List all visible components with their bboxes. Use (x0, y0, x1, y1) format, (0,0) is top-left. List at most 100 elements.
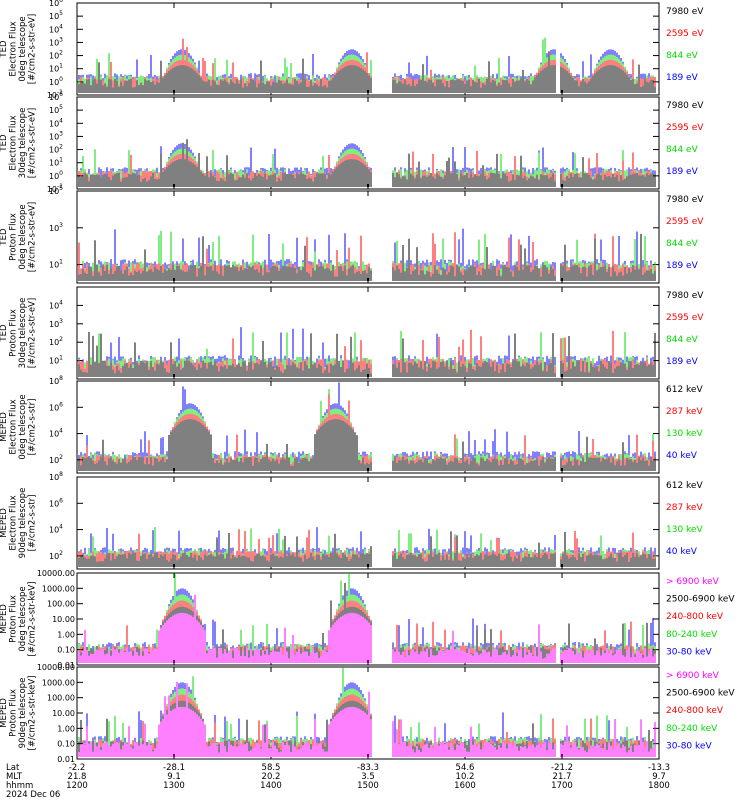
y-tick-exponent: 4 (59, 524, 63, 531)
y-axis-label: MEPED Electron Flux 0deg telescope [#/cm2-s… (0, 394, 38, 459)
y-tick-label: 101 (49, 157, 63, 168)
y-tick-exponent: 5 (59, 185, 63, 192)
y-tick-label: 1.00 (57, 630, 75, 639)
y-tick-label: 106 (49, 401, 63, 412)
footer-row-label: 2024 Dec 06 (6, 790, 60, 800)
series-trace (78, 51, 656, 93)
footer-mlt: 21.8 (68, 772, 87, 782)
y-axis-label-line: Electron Flux (9, 399, 19, 454)
legend-entry: 2595 eV (666, 29, 704, 39)
footer-hhmm: 1300 (163, 781, 185, 791)
panel-ted_proton_0deg: 101 103 105 TED Proton Flux 0deg telescope [#/… (0, 185, 704, 284)
legend-entry: 30-80 keV (666, 647, 712, 657)
legend-entry: 189 eV (666, 261, 699, 271)
y-tick-label: 106 (49, 0, 63, 8)
footer-mlt: 3.5 (361, 772, 375, 782)
legend-entry: 287 keV (666, 503, 703, 513)
y-tick-exponent: 0 (59, 76, 63, 83)
panel-frame (76, 476, 660, 570)
legend-entry: > 6900 keV (666, 671, 720, 681)
y-tick-label: 0.01 (57, 661, 75, 670)
series-trace (78, 594, 656, 663)
footer-lat: -2.2 (69, 763, 86, 773)
legend-entry: 7980 eV (666, 7, 704, 17)
y-tick-label: 10.00 (52, 615, 75, 624)
legend-entry: 40 keV (666, 451, 698, 461)
footer-lat: -28.1 (163, 763, 185, 773)
y-tick-exponent: 6 (59, 497, 63, 504)
y-tick-label: 10000.00 (37, 663, 75, 672)
y-tick-label: 105 (49, 10, 63, 21)
y-axis-label-line: 0deg telescope (18, 586, 28, 651)
y-axis-label-line: Electron Flux (9, 115, 19, 170)
y-axis-label: MEPED Proton Flux 90deg telescope [#/cm2-s-… (0, 676, 38, 751)
y-axis-label-line: 0deg telescope (18, 204, 28, 269)
y-axis-label-line: [#/cm2-s-str] (28, 399, 38, 456)
y-tick-label: 10-1 (47, 183, 63, 194)
panel-meped_electron_0deg: 102 104 106 108 MEPED Electron Flux 0deg teles… (0, 375, 703, 474)
y-tick-label: 1.00 (57, 724, 75, 733)
y-axis-label-line: MEPED (0, 508, 9, 538)
panel-frame (76, 572, 660, 666)
series-trace (78, 331, 656, 377)
y-axis-label-line: 0deg telescope (18, 16, 28, 81)
legend-entry: 7980 eV (666, 291, 704, 301)
footer-hhmm: 1200 (66, 781, 88, 791)
y-tick-exponent: 6 (59, 401, 63, 408)
legend-entry: 844 eV (666, 145, 699, 155)
footer-lat: 54.6 (456, 763, 475, 773)
y-axis-label: TED Proton Flux 30deg telescope [#/cm2-s-st… (0, 298, 38, 369)
footer-mlt: 21.7 (553, 772, 572, 782)
footer-mlt: 9.1 (167, 772, 181, 782)
panel-frame (76, 666, 660, 760)
panel-meped_proton_0deg: 0.01 0.10 1.00 10.00 100.00 1000.00 10000.00 ME… (0, 569, 735, 670)
y-axis-label-line: 90deg telescope (18, 488, 28, 559)
legend-entry: 612 keV (666, 385, 703, 395)
y-tick-label: 105 (49, 185, 63, 196)
legend-entry: 40 keV (666, 547, 698, 557)
y-tick-exponent: 4 (59, 23, 63, 30)
y-tick-exponent: 4 (59, 299, 63, 306)
y-tick-label: 102 (49, 50, 63, 61)
series-trace (78, 681, 656, 757)
y-axis-label-line: MEPED (0, 604, 9, 634)
y-axis-label-line: TED (0, 324, 9, 343)
y-tick-label: 101 (49, 355, 63, 366)
legend-entry: 844 eV (666, 239, 699, 249)
footer-hhmm: 1600 (454, 781, 476, 791)
y-axis-label-line: 90deg telescope (18, 678, 28, 749)
y-tick-label: 0.01 (57, 755, 75, 764)
y-tick-exponent: 3 (59, 222, 63, 229)
legend-entry: 2595 eV (666, 123, 704, 133)
y-axis-label-line: Proton Flux (9, 309, 19, 357)
y-tick-exponent: 4 (59, 428, 63, 435)
y-tick-label: 102 (49, 336, 63, 347)
y-tick-label: 100.00 (47, 694, 75, 703)
y-axis-label-line: Proton Flux (9, 213, 19, 261)
y-tick-exponent: -1 (57, 183, 63, 190)
footer-hhmm: 1500 (357, 781, 379, 791)
panel-frame (76, 2, 660, 96)
y-tick-exponent: -1 (57, 89, 63, 96)
legend-entry: 2500-6900 keV (666, 595, 735, 605)
y-tick-label: 101 (49, 259, 63, 270)
y-tick-label: 104 (49, 299, 63, 310)
y-tick-exponent: 1 (59, 355, 63, 362)
footer-hhmm: 1400 (260, 781, 282, 791)
y-tick-label: 0.10 (57, 646, 75, 655)
y-tick-exponent: 2 (59, 50, 63, 57)
y-axis-label: TED Electron Flux 0deg telescope [#/cm2-s-s… (0, 14, 38, 84)
y-tick-label: 103 (49, 222, 63, 233)
y-tick-label: 105 (49, 104, 63, 115)
legend-entry: 7980 eV (666, 101, 704, 111)
y-tick-label: 102 (49, 550, 63, 561)
y-tick-exponent: 4 (59, 117, 63, 124)
footer-row-label: Lat (6, 763, 20, 773)
panel-frame (76, 380, 660, 474)
y-tick-exponent: 2 (59, 336, 63, 343)
